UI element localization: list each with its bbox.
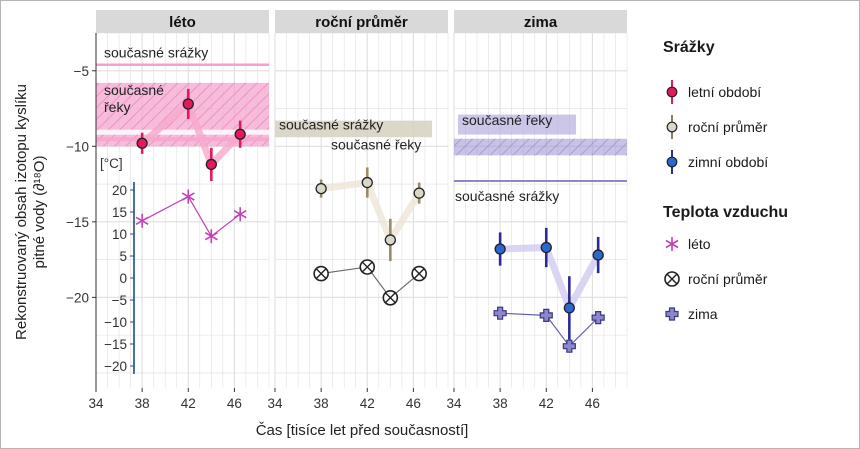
legend-temp-label: zima: [688, 306, 718, 322]
isotope-point: [315, 182, 327, 195]
temperature-line: [141, 195, 241, 238]
y-axis-title: Rekonstruovaný obsah izotopu kyslíku pitn…: [13, 84, 48, 340]
legend-temp-label: léto: [688, 236, 711, 252]
y-tick-label: −5: [74, 64, 89, 79]
panel-annual: roční průměr současné srážky současné řeky: [274, 10, 449, 388]
temperature-circle-x-point: [359, 259, 376, 275]
band-strip: [96, 137, 269, 142]
legend-temp-item: zima: [665, 306, 718, 322]
x-tick-label: 34: [267, 396, 283, 411]
panel-strip: [454, 10, 627, 33]
temperature-tick-label: −5: [112, 293, 127, 308]
temperature-tick-label: 20: [112, 183, 127, 198]
isotope-trend: [139, 100, 243, 168]
temperature-cross-point: [591, 311, 605, 325]
temperature-tick-label: −10: [104, 315, 127, 330]
legend-temp-label: roční průměr: [688, 271, 768, 287]
temperature-circle-x-point: [313, 265, 329, 282]
y-tick-label: −10: [66, 139, 89, 154]
legend-precip-item: zimní období: [666, 150, 768, 174]
current-rivers-label-1: současné: [104, 82, 164, 98]
isotope-point: [361, 176, 373, 189]
panel-title: roční průměr: [315, 14, 408, 31]
legend-precip-label: roční průměr: [688, 119, 768, 135]
x-tick-label: 38: [314, 396, 329, 411]
band-gap: [96, 129, 269, 135]
temperature-tick-label: −20: [104, 359, 127, 374]
panel-strip: [275, 10, 448, 33]
legend-temp-item: roční průměr: [664, 271, 768, 287]
x-tick-label: 46: [406, 396, 421, 411]
y-axis-title-line-1: Rekonstruovaný obsah izotopu kyslíku: [13, 84, 30, 340]
isotope-trend: [320, 179, 423, 244]
isotope-point: [136, 137, 148, 149]
x-axis-title: Čas [tisíce let před současností]: [256, 422, 469, 439]
x-tick-label: 38: [135, 396, 150, 411]
temperature-circle-x-point: [382, 289, 399, 306]
current-precip-label: současné srážky: [104, 45, 208, 61]
panel-title: léto: [169, 14, 196, 31]
temperature-star-point: [181, 189, 195, 204]
temperature-tick-label: 0: [119, 271, 127, 286]
isotope-point: [413, 187, 425, 199]
panel-strip: [96, 10, 269, 33]
temperature-cross-point: [539, 308, 553, 322]
rivers-label-bg: [458, 114, 576, 135]
temperature-tick-label: 10: [112, 227, 127, 242]
isotope-point: [234, 128, 246, 140]
legend-precip-item: roční průměr: [666, 115, 768, 139]
x-tick-label: 42: [539, 396, 554, 411]
isotope-point: [563, 302, 575, 314]
current-precip-label: současné srážky: [455, 188, 559, 204]
current-rivers-label-2: řeky: [104, 99, 130, 115]
panel-title: zima: [524, 14, 558, 31]
temperature-circle-x-point: [411, 265, 427, 282]
temperature-tick-label: 15: [112, 205, 127, 220]
temperature-cross-point: [562, 339, 576, 353]
temperature-star-point: [233, 207, 247, 222]
y-axis-title-line-2: pitné vody (∂¹⁸O): [31, 156, 48, 269]
isotope-point: [592, 249, 604, 261]
isotope-point: [540, 241, 552, 254]
temperature-cross-point: [493, 306, 507, 320]
legend-temp-title: Teplota vzduchu: [663, 204, 788, 221]
x-tick-label: 42: [181, 396, 196, 411]
x-tick-label: 46: [585, 396, 600, 411]
isotope-trend: [500, 244, 602, 312]
panel-background: [454, 33, 627, 388]
x-tick-label: 38: [493, 396, 508, 411]
temperature-line: [500, 312, 599, 348]
current-rivers-hatch: [454, 138, 627, 156]
temperature-line: [321, 266, 420, 299]
y-tick-label: −20: [66, 290, 89, 305]
legend-precip-label: zimní období: [688, 154, 768, 170]
legend-precip-title: Srážky: [663, 39, 715, 56]
temperature-unit: [°C]: [100, 156, 123, 171]
legend-temp-item: léto: [665, 236, 711, 252]
isotope-point: [182, 98, 194, 110]
panel-winter: zima současné řeky současné srážky: [453, 10, 628, 388]
legend-precip-item: letní období: [666, 80, 761, 104]
isotope-point: [494, 243, 506, 255]
temperature-star-point: [204, 229, 218, 244]
current-rivers-label: současné řeky: [462, 112, 552, 128]
isotope-point: [205, 158, 217, 171]
temperature-tick-label: −15: [104, 337, 127, 352]
panel-background: [275, 33, 448, 388]
legend-precip-label: letní období: [688, 84, 761, 100]
current-rivers-label: současné řeky: [331, 136, 421, 152]
x-tick-label: 46: [227, 396, 242, 411]
current-precip-label: současné srážky: [279, 117, 383, 133]
temperature-star-point: [135, 213, 149, 228]
isotope-point: [384, 234, 396, 246]
y-tick-label: −15: [66, 215, 89, 230]
current-annual-band: [275, 120, 432, 138]
x-tick-label: 34: [88, 396, 104, 411]
x-tick-label: 42: [360, 396, 375, 411]
x-tick-label: 34: [446, 396, 462, 411]
temperature-tick-label: 5: [119, 249, 127, 264]
